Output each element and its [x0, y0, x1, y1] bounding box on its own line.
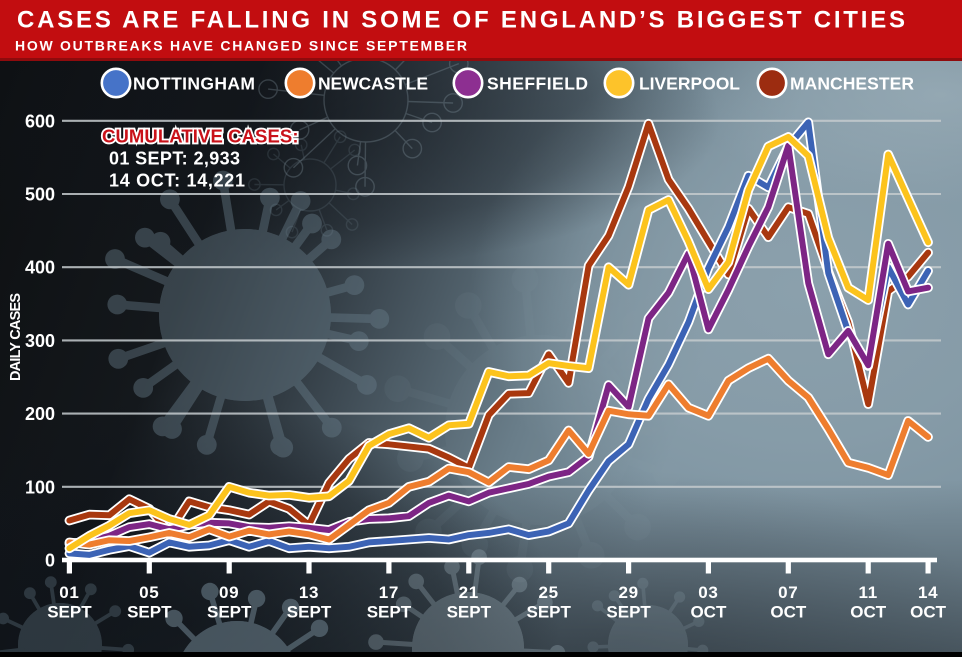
svg-text:11: 11: [859, 583, 878, 602]
svg-text:500: 500: [25, 185, 55, 205]
svg-text:LIVERPOOL: LIVERPOOL: [639, 74, 740, 94]
svg-text:14: 14: [918, 583, 938, 602]
svg-text:600: 600: [25, 111, 55, 131]
svg-text:400: 400: [25, 258, 55, 278]
svg-text:17: 17: [379, 583, 399, 602]
svg-text:01 SEPT: 2,933: 01 SEPT: 2,933: [109, 149, 240, 169]
svg-text:OCT: OCT: [910, 603, 947, 622]
svg-text:SHEFFIELD: SHEFFIELD: [487, 74, 588, 94]
svg-text:25: 25: [539, 583, 559, 602]
svg-text:OCT: OCT: [690, 603, 727, 622]
svg-text:SEPT: SEPT: [207, 603, 252, 622]
svg-text:OCT: OCT: [770, 603, 807, 622]
svg-text:100: 100: [25, 477, 55, 497]
svg-text:29: 29: [618, 583, 638, 602]
svg-text:14 OCT: 14,221: 14 OCT: 14,221: [109, 171, 245, 191]
svg-text:13: 13: [299, 583, 319, 602]
svg-text:0: 0: [45, 551, 55, 571]
svg-text:200: 200: [25, 404, 55, 424]
svg-text:NOTTINGHAM: NOTTINGHAM: [133, 74, 255, 94]
svg-text:SEPT: SEPT: [127, 603, 172, 622]
svg-text:01: 01: [59, 583, 79, 602]
svg-text:SEPT: SEPT: [526, 603, 571, 622]
svg-text:MANCHESTER: MANCHESTER: [790, 74, 914, 94]
svg-text:09: 09: [219, 583, 239, 602]
svg-text:OCT: OCT: [850, 603, 887, 622]
svg-text:SEPT: SEPT: [606, 603, 651, 622]
svg-text:DAILY CASES: DAILY CASES: [8, 293, 24, 381]
svg-text:21: 21: [459, 583, 479, 602]
svg-text:CUMULATIVE CASES:: CUMULATIVE CASES:: [102, 126, 299, 147]
svg-text:SEPT: SEPT: [367, 603, 412, 622]
svg-text:07: 07: [778, 583, 798, 602]
svg-text:CASES ARE FALLING IN SOME OF E: CASES ARE FALLING IN SOME OF ENGLAND’S B…: [17, 7, 905, 34]
svg-text:03: 03: [698, 583, 718, 602]
svg-text:NEWCASTLE: NEWCASTLE: [318, 74, 428, 94]
svg-text:SEPT: SEPT: [287, 603, 332, 622]
svg-text:300: 300: [25, 331, 55, 351]
svg-text:05: 05: [139, 583, 159, 602]
svg-text:SEPT: SEPT: [447, 603, 492, 622]
svg-text:SEPT: SEPT: [47, 603, 92, 622]
